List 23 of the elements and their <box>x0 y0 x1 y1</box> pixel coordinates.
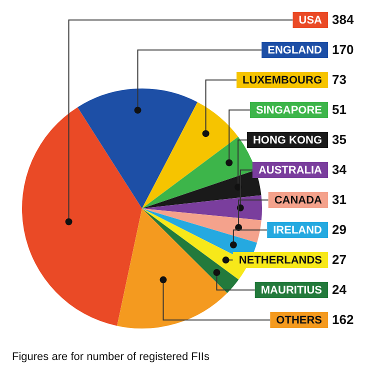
data-label: 162 <box>332 312 354 328</box>
slice-label: USA <box>298 14 322 27</box>
data-label: 170 <box>332 42 354 58</box>
slice-label: HONG KONG <box>252 134 322 147</box>
slice-label: LUXEMBOURG <box>242 74 322 87</box>
data-label: 384 <box>332 12 354 28</box>
data-label: 24 <box>332 282 348 298</box>
slice-label: MAURITIUS <box>260 284 322 297</box>
data-label: 35 <box>332 132 346 148</box>
slice-label: OTHERS <box>276 314 322 327</box>
slice-label: IRELAND <box>273 224 322 237</box>
slice-label: AUSTRALIA <box>258 164 322 177</box>
data-label: 34 <box>332 162 348 178</box>
text: Figures are for number of registered FIIs <box>12 351 210 364</box>
data-label: 51 <box>332 102 346 118</box>
slice-label: ENGLAND <box>268 44 322 57</box>
slice-label: NETHERLANDS <box>238 254 322 267</box>
slice-label: CANADA <box>274 194 322 207</box>
data-label: 31 <box>332 192 346 208</box>
data-label: 73 <box>332 72 346 88</box>
data-label: 27 <box>332 252 346 268</box>
slice-label: SINGAPORE <box>256 104 322 117</box>
data-label: 29 <box>332 222 346 238</box>
